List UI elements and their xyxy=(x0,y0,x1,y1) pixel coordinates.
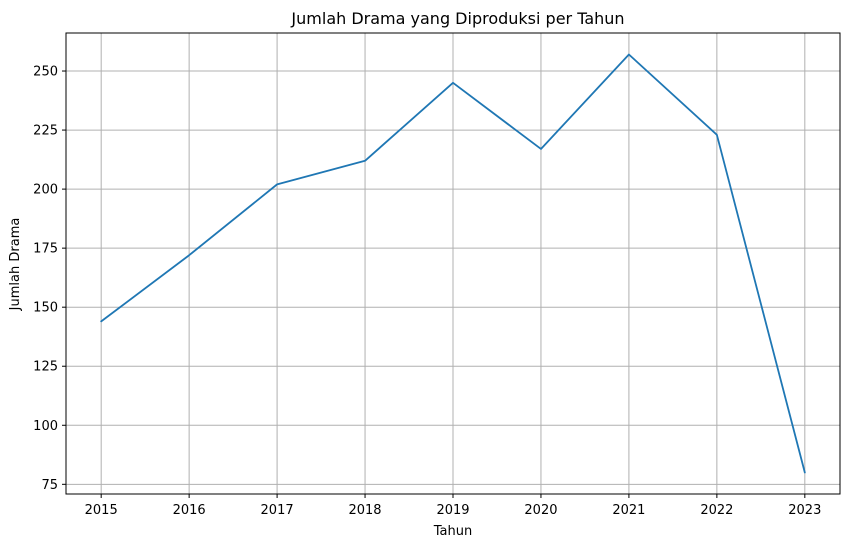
x-tick-label: 2015 xyxy=(85,503,118,518)
series-line xyxy=(100,53,806,474)
x-tick-label: 2019 xyxy=(436,503,469,518)
y-tick-label: 225 xyxy=(33,124,58,139)
chart-title: Jumlah Drama yang Diproduksi per Tahun xyxy=(290,9,624,28)
grid xyxy=(66,33,840,494)
y-tick-label: 175 xyxy=(33,242,58,257)
x-tick-label: 2020 xyxy=(524,503,557,518)
y-tick-label: 75 xyxy=(41,478,58,493)
series-layer xyxy=(100,53,806,474)
x-tick-label: 2016 xyxy=(173,503,206,518)
x-axis-label: Tahun xyxy=(433,524,472,539)
y-tick-label: 150 xyxy=(33,301,58,316)
y-axis: 75 100 125 150 175 200 225 250 xyxy=(33,65,66,493)
x-axis: 2015 2016 2017 2018 2019 2020 2021 2022 2023 xyxy=(85,494,821,518)
y-tick-label: 200 xyxy=(33,183,58,198)
x-tick-label: 2018 xyxy=(348,503,381,518)
x-tick-label: 2022 xyxy=(700,503,733,518)
y-tick-label: 125 xyxy=(33,360,58,375)
x-tick-label: 2021 xyxy=(612,503,645,518)
y-tick-label: 100 xyxy=(33,419,58,434)
y-tick-label: 250 xyxy=(33,65,58,80)
x-tick-label: 2017 xyxy=(261,503,294,518)
x-tick-label: 2023 xyxy=(788,503,821,518)
y-axis-label: Jumlah Drama xyxy=(8,218,23,312)
